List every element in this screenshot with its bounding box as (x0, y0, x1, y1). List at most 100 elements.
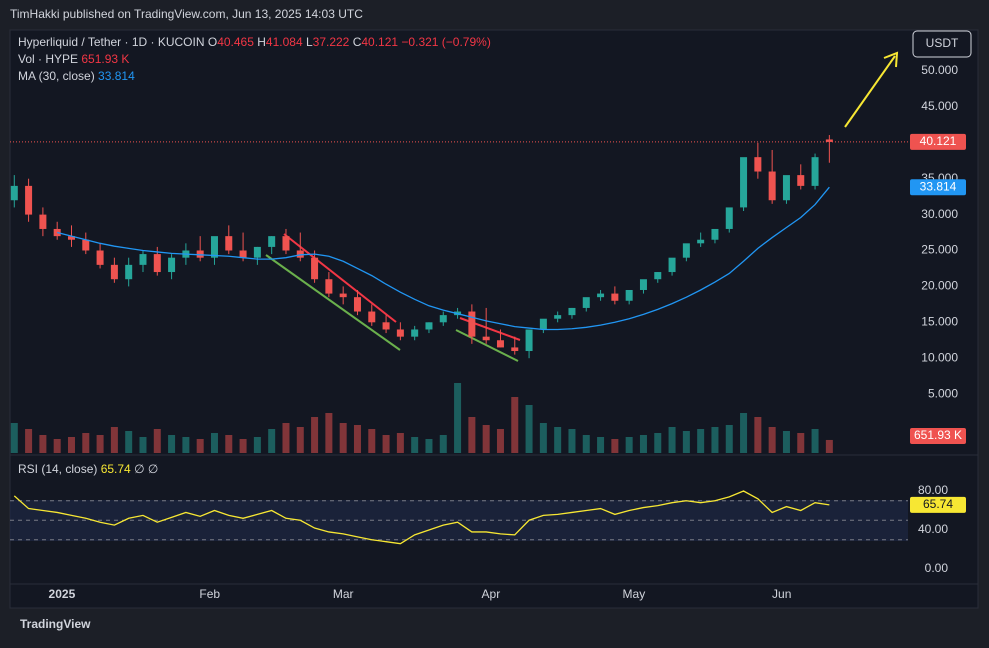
rsi-label: RSI (14, close) (18, 462, 97, 476)
volume-bar (225, 435, 233, 453)
quote[interactable]: USDT (926, 36, 959, 50)
price-tag-bg (910, 133, 966, 150)
volume-bar (611, 439, 619, 453)
volume-bar (268, 429, 276, 453)
candle-body (711, 228, 719, 240)
volume-bar (768, 427, 776, 453)
volume-bar (311, 417, 319, 453)
candle-body (797, 175, 805, 186)
volume-bar (368, 429, 376, 453)
volume-bar (10, 423, 18, 453)
candle-body (353, 297, 361, 312)
volume-bar (182, 437, 190, 453)
candle-body (168, 257, 176, 273)
volume-bar (82, 433, 90, 453)
candle-body (582, 297, 590, 308)
arrow-head (883, 51, 899, 68)
ma-tag: 33.814 (920, 179, 957, 193)
volume-bar (53, 439, 61, 453)
candle-body (39, 214, 47, 229)
symbol-name: Hyperliquid / Tether · 1D · KUCOIN (18, 35, 205, 49)
y-tick-label: 50.000 (921, 63, 958, 77)
candle-body (153, 254, 161, 273)
volume-bar (139, 437, 147, 453)
rsi-tag-bg (910, 496, 966, 513)
volume-bar (454, 383, 462, 453)
volume-bar (496, 429, 504, 453)
volume-bar (811, 429, 819, 453)
candle-body (639, 279, 647, 290)
candle-body (253, 246, 261, 258)
trend-line (283, 233, 397, 323)
candle-body (10, 185, 18, 201)
candle-body (754, 157, 762, 172)
candle-body (368, 311, 376, 323)
candle-body (225, 236, 233, 251)
volume-bar (339, 423, 347, 453)
l-label: L (306, 35, 313, 49)
candle-body (282, 236, 290, 251)
volume-bar (525, 405, 533, 453)
volume-bar (125, 431, 133, 453)
volume-bar (482, 425, 490, 453)
candle-body (740, 157, 748, 208)
volume-bar (782, 431, 790, 453)
quote-box[interactable] (912, 30, 972, 58)
candle-body (539, 318, 547, 330)
o-label: O (208, 35, 217, 49)
candle-body (496, 340, 504, 348)
candle-body (625, 289, 633, 301)
volume-bar (539, 423, 547, 453)
volume-bar (425, 439, 433, 453)
volume-bar (639, 435, 647, 453)
y-tick-label: 15.000 (921, 314, 958, 328)
h-label: H (257, 35, 266, 49)
y-tick-label: 10.000 (921, 350, 958, 364)
candle-body (568, 307, 576, 316)
candle-body (268, 236, 276, 247)
candle-body (311, 257, 319, 280)
vol-label: Vol · HYPE (18, 52, 78, 66)
arrow (844, 55, 896, 128)
c-label: C (353, 35, 362, 49)
volume-bar (554, 427, 562, 453)
candle-body (382, 322, 390, 330)
candle-body (697, 239, 705, 244)
candle-body (339, 293, 347, 298)
volume-bar (253, 437, 261, 453)
volume-bar (697, 429, 705, 453)
candle-body (396, 329, 404, 337)
x-tick-label: Mar (333, 587, 354, 601)
symbol: Hyperliquid / Tether · 1D · KUCOIN O40.4… (18, 35, 491, 49)
h-value: 41.084 (266, 35, 303, 49)
volume-bar (110, 427, 118, 453)
volume-bar (96, 435, 104, 453)
volume-bar (353, 425, 361, 453)
volume-bar (740, 413, 748, 453)
volume-bar (39, 435, 47, 453)
volume-bar (511, 397, 519, 453)
candle-body (825, 139, 833, 142)
volume-tag: 651.93 K (914, 428, 962, 442)
candle-body (725, 207, 733, 229)
volume-bar (296, 427, 304, 453)
volume-bar (725, 425, 733, 453)
ma-value: 33.814 (98, 69, 135, 83)
candle-body (110, 264, 118, 280)
volume-bar (439, 435, 447, 453)
candle-body (525, 329, 533, 352)
ma-tag-bg (910, 179, 966, 196)
volume-bar (196, 439, 204, 453)
rsi-tag: 65.74 (923, 497, 953, 511)
volume-bar (411, 437, 419, 453)
volume-bar (168, 435, 176, 453)
candle-body (511, 347, 519, 352)
y-tick-label: 25.000 (921, 243, 958, 257)
rsi-tick-label: 0.00 (925, 561, 949, 575)
volume-bar (597, 437, 605, 453)
candle-body (782, 175, 790, 201)
candle-body (682, 243, 690, 258)
volume-bar (396, 433, 404, 453)
candle-body (82, 239, 90, 251)
x-tick-label: Jun (772, 587, 791, 601)
